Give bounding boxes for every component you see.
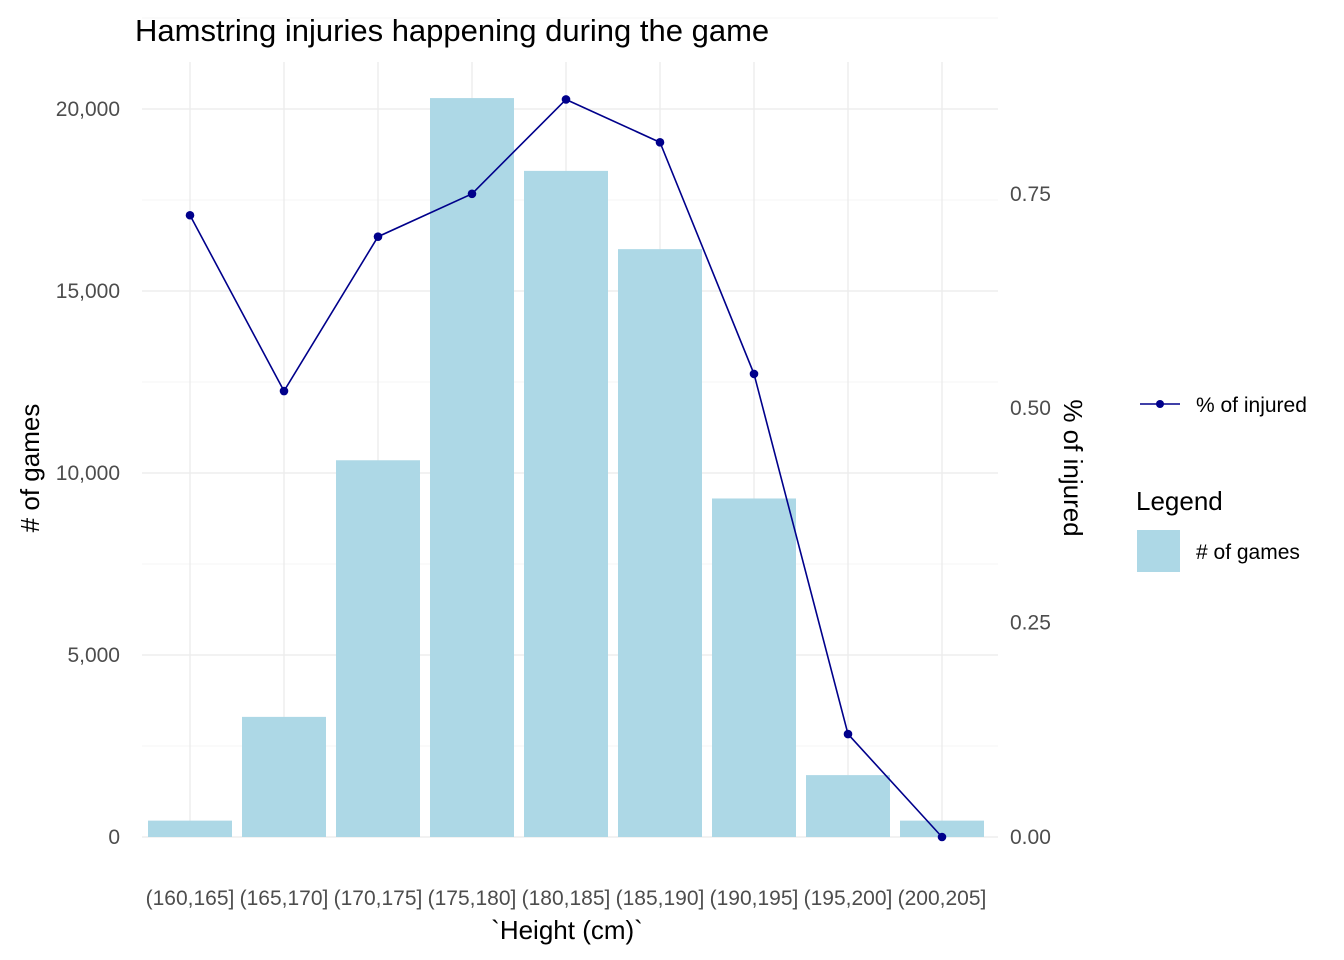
- bars: [148, 98, 984, 837]
- y-tick-label: 5,000: [67, 644, 120, 667]
- bar: [148, 820, 232, 837]
- legend-title: Legend: [1136, 486, 1223, 516]
- legend: % of injured Legend # of games: [1136, 394, 1307, 572]
- y2-axis-title: % of injured: [1058, 399, 1088, 536]
- series-point: [279, 386, 289, 396]
- legend-line-label: % of injured: [1196, 394, 1307, 417]
- x-tick-label: (165,170]: [240, 887, 329, 910]
- legend-line-key-point: [1156, 400, 1164, 408]
- y-axis-ticks: 0 5,000 10,000 15,000 20,000: [56, 98, 120, 849]
- legend-fill-key: [1137, 530, 1180, 572]
- bar: [618, 249, 702, 837]
- bar: [242, 716, 326, 837]
- bar: [524, 170, 608, 837]
- y-tick-label: 20,000: [56, 98, 120, 121]
- line-series: [185, 95, 947, 842]
- series-point: [655, 138, 665, 147]
- x-tick-label: (180,185]: [522, 887, 611, 910]
- y-tick-label: 10,000: [56, 462, 120, 485]
- x-tick-label: (200,205]: [898, 887, 987, 910]
- bar: [712, 498, 796, 837]
- series-point: [749, 369, 759, 379]
- x-tick-label: (190,195]: [710, 887, 799, 910]
- series-point: [373, 232, 383, 241]
- x-tick-label: (185,190]: [616, 887, 705, 910]
- x-tick-label: (170,175]: [334, 887, 423, 910]
- y2-axis-ticks: 0.00 0.25 0.50 0.75: [1010, 183, 1051, 849]
- y2-tick-label: 0.25: [1010, 612, 1051, 635]
- bar: [336, 460, 420, 837]
- bar: [430, 98, 514, 837]
- x-tick-label: (175,180]: [428, 887, 517, 910]
- x-tick-label: (195,200]: [804, 887, 893, 910]
- series-point: [467, 189, 477, 199]
- series-point: [937, 832, 947, 842]
- y-tick-label: 0: [108, 826, 120, 849]
- y2-tick-label: 0.00: [1010, 826, 1051, 849]
- x-axis-ticks: (160,165] (165,170] (170,175] (175,180] (180…: [146, 887, 987, 910]
- x-axis-title: `Height (cm)`: [491, 915, 643, 945]
- y-axis-title: # of games: [15, 404, 45, 533]
- legend-fill-label: # of games: [1196, 541, 1300, 564]
- x-tick-label: (160,165]: [146, 887, 235, 910]
- chart-title: Hamstring injuries happening during the …: [135, 13, 769, 48]
- y-tick-label: 15,000: [56, 280, 120, 303]
- y2-tick-label: 0.75: [1010, 183, 1051, 206]
- series-point: [843, 729, 853, 739]
- bar: [900, 820, 984, 837]
- bar: [806, 775, 890, 837]
- y2-tick-label: 0.50: [1010, 397, 1051, 420]
- series-point: [561, 95, 571, 104]
- series-point: [185, 210, 195, 220]
